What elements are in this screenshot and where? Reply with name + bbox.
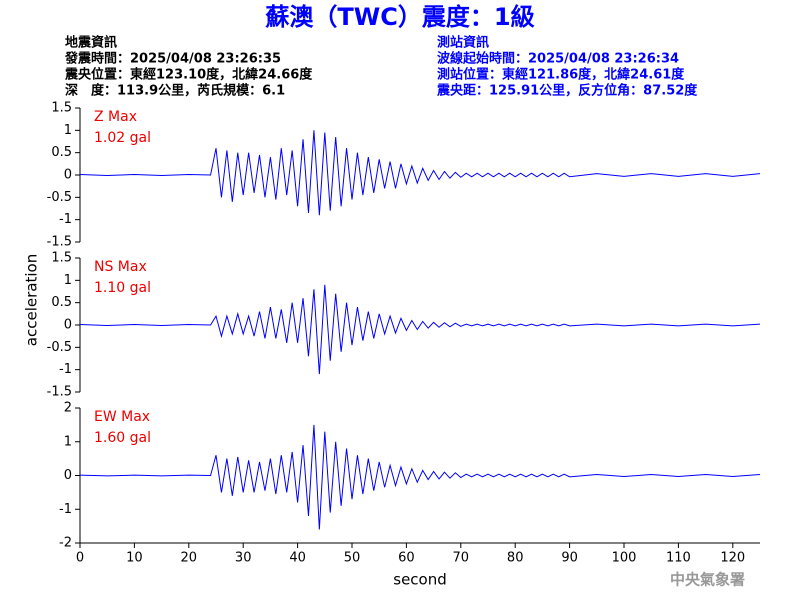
y-tick-label: 0 — [64, 318, 72, 333]
x-tick-label: 60 — [398, 551, 415, 566]
header-line: 地震資訊 — [65, 35, 117, 51]
x-tick-label: 70 — [453, 551, 470, 566]
header-line: 測站資訊 — [437, 35, 489, 51]
footer: 中央氣象署 — [670, 571, 745, 589]
waveform — [79, 424, 761, 530]
panel-label: NS Max — [94, 259, 147, 275]
max-label: 1.02 gal — [94, 130, 151, 146]
panel-label: Z Max — [94, 109, 137, 125]
y-tick-label: -1 — [59, 212, 72, 227]
waveform — [79, 284, 761, 375]
y-axis-label: acceleration — [23, 254, 41, 346]
y-tick-label: 0.5 — [51, 145, 72, 160]
panel-label: EW Max — [94, 409, 150, 425]
y-tick-label: 1 — [64, 434, 72, 449]
y-tick-label: -0.5 — [47, 190, 72, 205]
max-label: 1.10 gal — [94, 280, 151, 296]
header-line: 震央位置：東經123.10度，北緯24.66度 — [64, 67, 313, 83]
x-tick-label: 40 — [289, 551, 306, 566]
header-line: 波線起始時間：2025/04/08 23:26:34 — [437, 51, 679, 67]
x-tick-label: 80 — [507, 551, 524, 566]
header-line: 深 度：113.9公里，芮氏規模：6.1 — [65, 83, 285, 99]
x-tick-label: 120 — [720, 551, 745, 566]
y-tick-label: -1 — [59, 362, 72, 377]
header-line: 測站位置：東經121.86度，北緯24.61度 — [437, 67, 685, 83]
y-tick-label: -1 — [59, 502, 72, 517]
y-tick-label: 0.5 — [51, 295, 72, 310]
y-tick-label: -0.5 — [47, 340, 72, 355]
waveform — [79, 130, 761, 216]
x-tick-label: 30 — [235, 551, 252, 566]
y-tick-label: 1 — [64, 273, 72, 288]
y-tick-label: 0 — [64, 468, 72, 483]
y-tick-label: 1.5 — [51, 251, 72, 266]
max-label: 1.60 gal — [94, 430, 151, 446]
x-tick-label: 0 — [76, 551, 84, 566]
y-tick-label: -1.5 — [47, 385, 72, 400]
x-tick-label: 110 — [666, 551, 691, 566]
x-tick-label: 10 — [126, 551, 143, 566]
y-tick-label: 1.5 — [51, 101, 72, 116]
header-line: 發震時間：2025/04/08 23:26:35 — [64, 51, 281, 67]
chart-title: 蘇澳（TWC）震度：1級 — [265, 3, 534, 31]
x-axis-label: second — [393, 571, 447, 589]
y-tick-label: -1.5 — [47, 235, 72, 250]
header-line: 震央距：125.91公里，反方位角：87.52度 — [436, 83, 698, 99]
y-tick-label: 2 — [64, 401, 72, 416]
y-tick-label: -2 — [59, 536, 72, 551]
x-tick-label: 50 — [344, 551, 361, 566]
x-tick-label: 100 — [612, 551, 637, 566]
x-tick-label: 90 — [561, 551, 578, 566]
x-tick-label: 20 — [181, 551, 198, 566]
y-tick-label: 1 — [64, 123, 72, 138]
y-tick-label: 0 — [64, 168, 72, 183]
